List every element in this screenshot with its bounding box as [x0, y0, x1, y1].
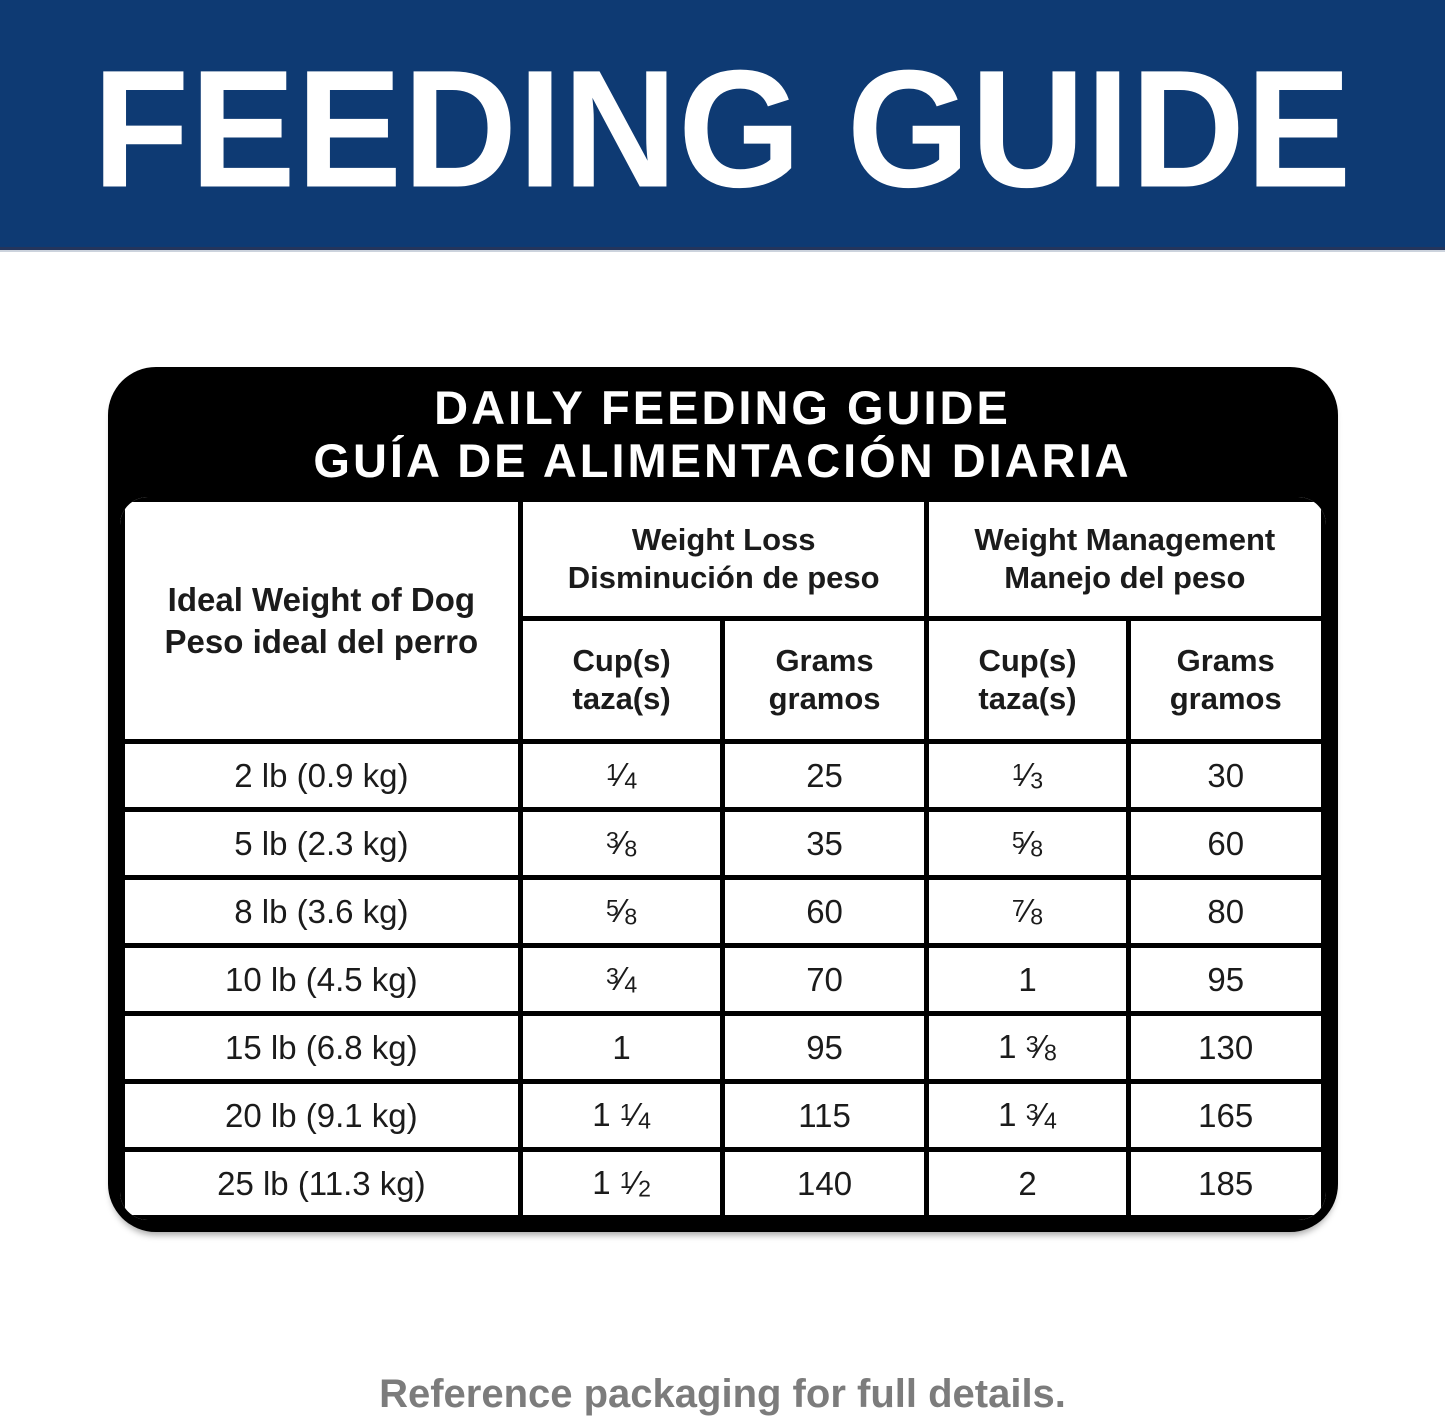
table-group-header-row: Ideal Weight of Dog Peso ideal del perro…: [119, 497, 1326, 744]
reference-note: Reference packaging for full details.: [379, 1372, 1066, 1416]
weight-header-en: Ideal Weight of Dog: [167, 580, 476, 618]
mgmt-cups-cell: 1 3⁄8: [924, 1011, 1131, 1084]
feeding-table: Ideal Weight of Dog Peso ideal del perro…: [119, 497, 1326, 1220]
mgmt-cups-cell: 5⁄8: [924, 807, 1131, 880]
grams-label-es: gramos: [1169, 681, 1282, 716]
weight-cell: 10 lb (4.5 kg): [119, 943, 524, 1016]
weight-management-group-header: Weight Management Manejo del peso: [924, 497, 1326, 621]
loss-cups-cell: 3⁄8: [518, 807, 725, 880]
cups-label-es: taza(s): [572, 681, 671, 716]
mgmt-grams-cell: 165: [1125, 1079, 1326, 1152]
weight-loss-label-en: Weight Loss: [631, 522, 816, 557]
loss-grams-cell: 140: [719, 1147, 930, 1220]
cups-label-es: taza(s): [978, 681, 1077, 716]
loss-grams-cell: 35: [719, 807, 930, 880]
cups-label-en: Cup(s): [572, 643, 671, 678]
loss-cups-cell: 5⁄8: [518, 875, 725, 948]
guide-title-line-es: GUÍA DE ALIMENTACIÓN DIARIA: [313, 434, 1132, 487]
mgmt-grams-cell: 30: [1125, 739, 1326, 812]
weight-header-es: Peso ideal del perro: [164, 622, 479, 660]
loss-cups-cell: 1 1⁄2: [518, 1147, 725, 1220]
table-row: 2 lb (0.9 kg) 1⁄4 25 1⁄3 30: [119, 739, 1326, 812]
weight-cell: 15 lb (6.8 kg): [119, 1011, 524, 1084]
loss-grams-header: Grams gramos: [719, 616, 930, 744]
loss-cups-header: Cup(s) taza(s): [518, 616, 725, 744]
grams-label-en: Grams: [1176, 643, 1275, 678]
table-row: 25 lb (11.3 kg) 1 1⁄2 140 2 185: [119, 1147, 1326, 1220]
mgmt-grams-cell: 130: [1125, 1011, 1326, 1084]
loss-grams-cell: 115: [719, 1079, 930, 1152]
banner-title: FEEDING GUIDE: [92, 35, 1353, 223]
feeding-guide-banner: FEEDING GUIDE: [0, 0, 1445, 250]
weight-loss-label-es: Disminución de peso: [567, 560, 880, 595]
mgmt-grams-cell: 60: [1125, 807, 1326, 880]
weight-management-label-es: Manejo del peso: [1004, 560, 1246, 595]
loss-grams-cell: 25: [719, 739, 930, 812]
loss-grams-cell: 70: [719, 943, 930, 1016]
mgmt-cups-cell: 1⁄3: [924, 739, 1131, 812]
loss-grams-cell: 60: [719, 875, 930, 948]
loss-cups-cell: 1: [518, 1011, 725, 1084]
weight-cell: 8 lb (3.6 kg): [119, 875, 524, 948]
mgmt-cups-cell: 7⁄8: [924, 875, 1131, 948]
table-row: 5 lb (2.3 kg) 3⁄8 35 5⁄8 60: [119, 807, 1326, 880]
weight-cell: 2 lb (0.9 kg): [119, 739, 524, 812]
table-sub-header-row: Cup(s) taza(s) Grams gramos Cup(s) taza(…: [122, 616, 1326, 744]
mgmt-grams-cell: 80: [1125, 875, 1326, 948]
mgmt-cups-cell: 2: [924, 1147, 1131, 1220]
weight-cell: 25 lb (11.3 kg): [119, 1147, 524, 1220]
guide-title-line-en: DAILY FEEDING GUIDE: [434, 381, 1011, 434]
table-row: 15 lb (6.8 kg) 1 95 1 3⁄8 130: [119, 1011, 1326, 1084]
weight-cell: 5 lb (2.3 kg): [119, 807, 524, 880]
mgmt-cups-cell: 1 3⁄4: [924, 1079, 1131, 1152]
table-row: 10 lb (4.5 kg) 3⁄4 70 1 95: [119, 943, 1326, 1016]
mgmt-grams-cell: 95: [1125, 943, 1326, 1016]
feeding-table-wrapper: Ideal Weight of Dog Peso ideal del perro…: [119, 497, 1326, 1220]
weight-cell: 20 lb (9.1 kg): [119, 1079, 524, 1152]
loss-cups-cell: 1 1⁄4: [518, 1079, 725, 1152]
mgmt-cups-cell: 1: [924, 943, 1131, 1016]
weight-management-label-en: Weight Management: [974, 522, 1276, 557]
weight-loss-group-header: Weight Loss Disminución de peso: [518, 497, 930, 621]
loss-cups-cell: 3⁄4: [518, 943, 725, 1016]
mgmt-cups-header: Cup(s) taza(s): [924, 616, 1131, 744]
table-row: 8 lb (3.6 kg) 5⁄8 60 7⁄8 80: [119, 875, 1326, 948]
table-row: 20 lb (9.1 kg) 1 1⁄4 115 1 3⁄4 165: [119, 1079, 1326, 1152]
cups-label-en: Cup(s): [978, 643, 1077, 678]
daily-feeding-guide-card: DAILY FEEDING GUIDE GUÍA DE ALIMENTACIÓN…: [107, 367, 1338, 1232]
mgmt-grams-header: Grams gramos: [1125, 616, 1326, 744]
grams-label-es: gramos: [768, 681, 881, 716]
loss-grams-cell: 95: [719, 1011, 930, 1084]
weight-column-header: Ideal Weight of Dog Peso ideal del perro: [119, 497, 524, 744]
loss-cups-cell: 1⁄4: [518, 739, 725, 812]
guide-card-title: DAILY FEEDING GUIDE GUÍA DE ALIMENTACIÓN…: [120, 367, 1326, 497]
grams-label-en: Grams: [775, 643, 874, 678]
mgmt-grams-cell: 185: [1125, 1147, 1326, 1220]
